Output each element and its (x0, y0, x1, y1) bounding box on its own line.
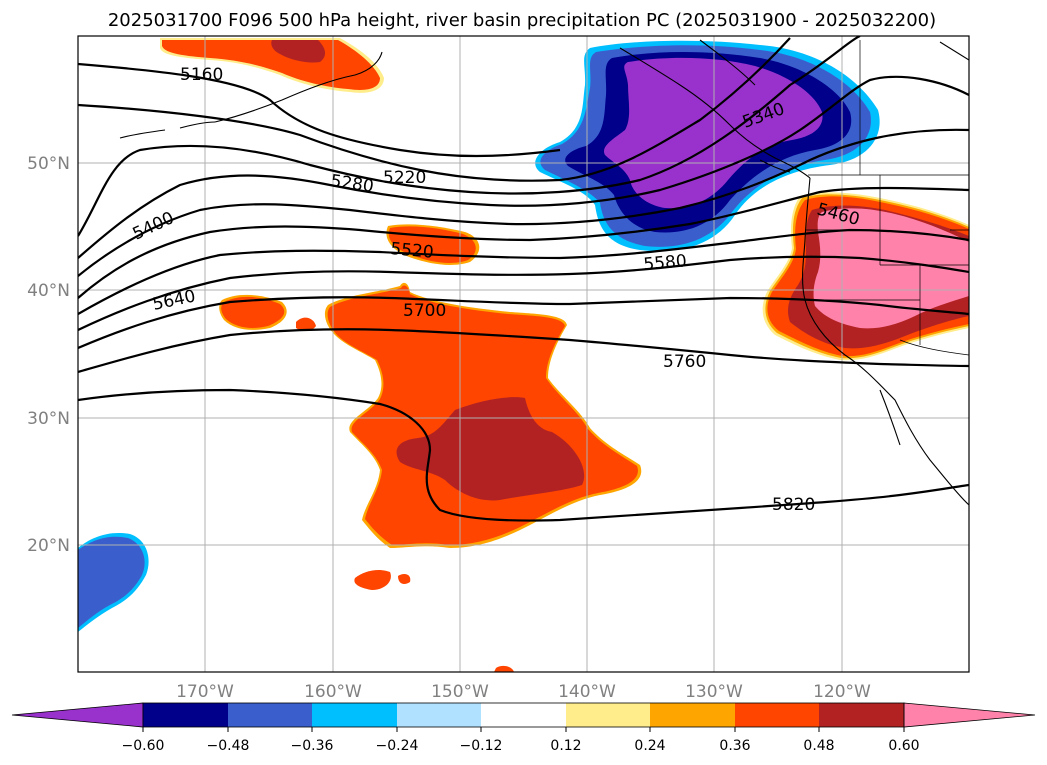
colorbar-segment (735, 703, 819, 727)
lat-label-50n: 50°N (27, 154, 70, 174)
contour-label-5160: 5160 (180, 65, 223, 85)
colorbar-extend-low (11, 702, 144, 728)
positive-anomaly-central-pacific (324, 282, 642, 548)
colorbar-tick-label: −0.36 (291, 738, 334, 754)
colorbar-segment (481, 703, 566, 727)
colorbar-tick-label: −0.24 (376, 738, 419, 754)
lon-label-130w: 130°W (685, 682, 743, 702)
colorbar-tick-label: 0.60 (888, 738, 919, 754)
lat-label-20n: 20°N (27, 536, 70, 556)
colorbar-tick-label: 0.48 (803, 738, 834, 754)
contour-label-5580: 5580 (643, 251, 688, 275)
colorbar-ticks (142, 727, 905, 732)
coastlines (119, 39, 969, 506)
figure-title: 2025031700 F096 500 hPa height, river ba… (108, 10, 936, 31)
colorbar-tick-label: 0.12 (550, 738, 581, 754)
longitude-labels: 170°W 160°W 150°W 140°W 130°W 120°W (176, 682, 871, 702)
positive-anomaly-alaska (160, 38, 384, 93)
contour-label-5520: 5520 (390, 239, 435, 263)
colorbar-tick-label: 0.24 (634, 738, 665, 754)
lat-label-40n: 40°N (27, 281, 70, 301)
colorbar-segment (397, 703, 481, 727)
lon-label-150w: 150°W (431, 682, 489, 702)
lon-label-120w: 120°W (813, 682, 871, 702)
contour-label-5220: 5220 (383, 168, 426, 188)
colorbar-tick-label: 0.36 (719, 738, 750, 754)
colorbar-segment (228, 703, 312, 727)
colorbar-segment (819, 703, 904, 727)
colorbar-outline (142, 702, 905, 728)
lon-label-140w: 140°W (558, 682, 616, 702)
positive-anomaly-us-west (762, 192, 969, 361)
latitude-labels: 50°N 40°N 30°N 20°N (27, 154, 70, 556)
height-contours (78, 36, 969, 522)
colorbar: −0.60 −0.48 −0.36 −0.24 −0.12 0.12 0.24 … (11, 702, 1036, 754)
colorbar-tick-labels: −0.60 −0.48 −0.36 −0.24 −0.12 0.12 0.24 … (122, 738, 920, 754)
contour-label-5820: 5820 (772, 495, 815, 515)
colorbar-segment (566, 703, 650, 727)
colorbar-extend-high (903, 702, 1036, 728)
colorbar-segment (650, 703, 735, 727)
negative-anomaly-southwest (78, 532, 149, 632)
colorbar-tick-label: −0.60 (122, 738, 165, 754)
colorbar-segment (143, 703, 228, 727)
lat-label-30n: 30°N (27, 409, 70, 429)
colorbar-segment (312, 703, 397, 727)
colorbar-tick-label: −0.12 (460, 738, 503, 754)
map-content: 5160 5220 5280 5340 5400 5460 5520 5580 … (78, 36, 969, 672)
lon-label-160w: 160°W (304, 682, 362, 702)
contour-label-5760: 5760 (663, 352, 706, 372)
lon-label-170w: 170°W (176, 682, 234, 702)
contour-label-5700: 5700 (403, 301, 446, 321)
map-frame (77, 35, 970, 673)
colorbar-tick-label: −0.48 (207, 738, 250, 754)
